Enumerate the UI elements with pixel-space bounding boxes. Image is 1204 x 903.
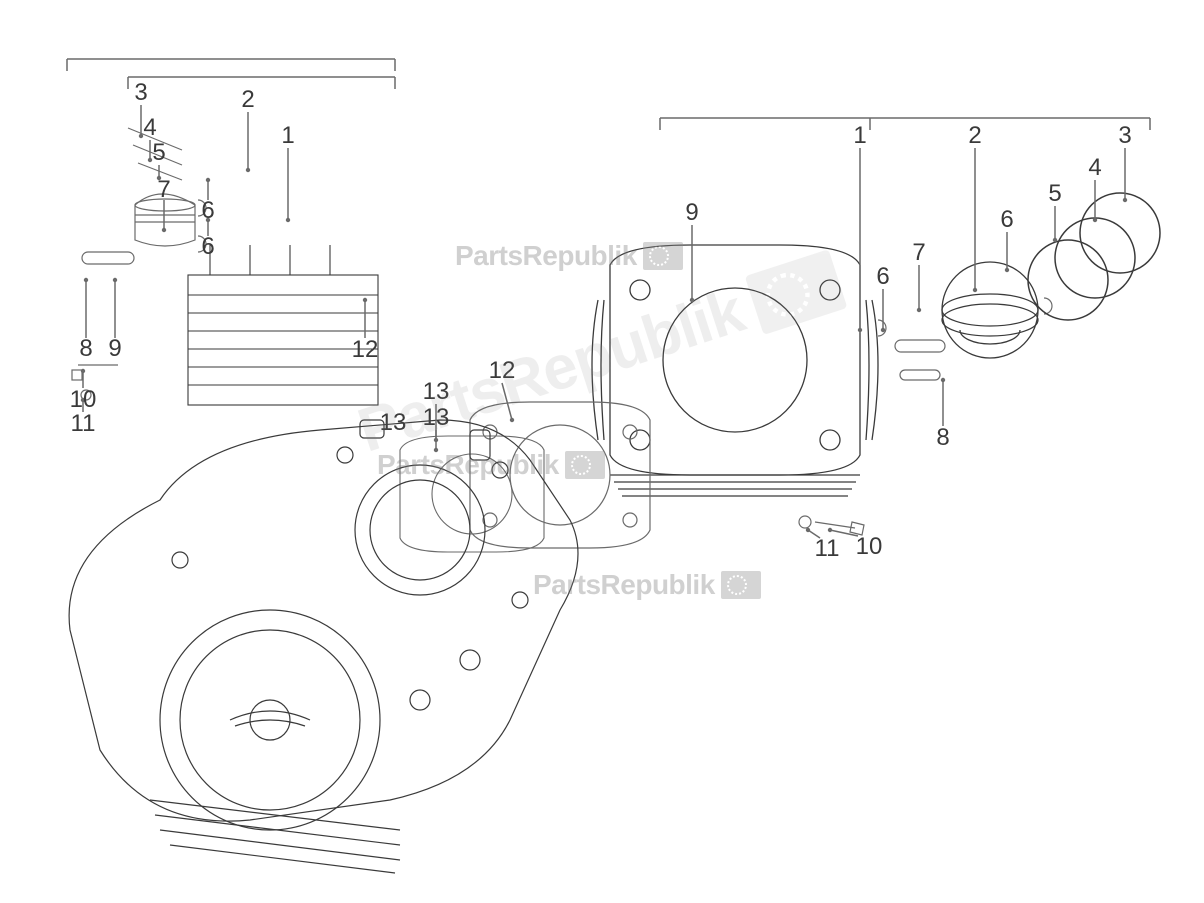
callout-L12: 12 [352,336,379,364]
callout-L13: 13 [380,409,407,437]
parts-drawing [0,0,1204,903]
callout-L2: 2 [241,86,254,114]
callout-L1: 1 [281,122,294,150]
callout-R1: 1 [853,122,866,150]
callout-L6b: 6 [201,233,214,261]
callout-L7: 7 [157,176,170,204]
callout-L9: 9 [108,335,121,363]
callout-R6b: 6 [876,263,889,291]
callout-R2: 2 [968,122,981,150]
callout-R9: 9 [685,199,698,227]
diagram-stage: 12345667891011121312345667891011121313 P… [0,0,1204,903]
callout-R12: 12 [489,357,516,385]
callout-R3: 3 [1118,122,1131,150]
callout-R4: 4 [1088,154,1101,182]
callout-L5: 5 [152,139,165,167]
callout-R5: 5 [1048,180,1061,208]
callout-L11: 11 [71,410,96,438]
callout-L3: 3 [134,79,147,107]
callout-R13b: 13 [423,404,450,432]
callout-L6a: 6 [201,197,214,225]
callout-R7: 7 [912,239,925,267]
callout-R10: 10 [856,533,883,561]
callout-R13a: 13 [423,378,450,406]
callout-R6a: 6 [1000,206,1013,234]
callout-L8: 8 [79,335,92,363]
callout-R11: 11 [815,535,840,563]
callout-L4: 4 [143,114,156,142]
callout-R8: 8 [936,424,949,452]
